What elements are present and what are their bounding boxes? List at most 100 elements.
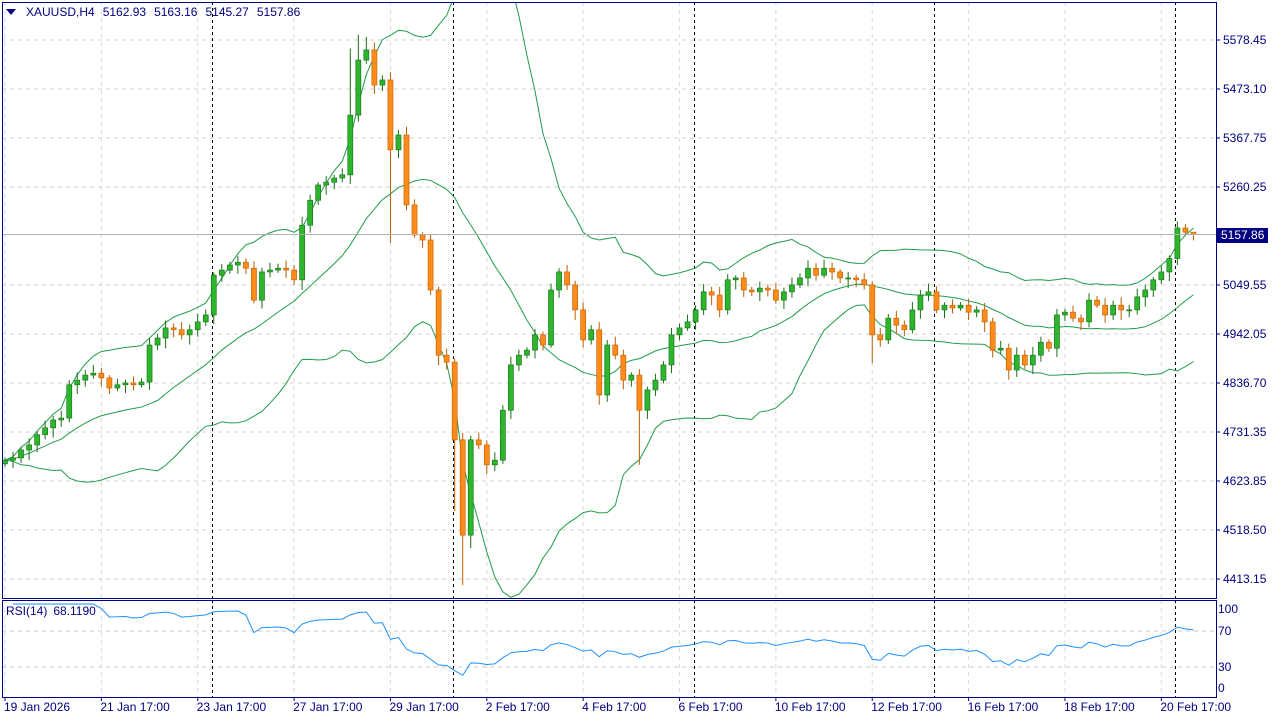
- price-axis-label: 4623.85: [1223, 474, 1267, 488]
- candle: [491, 452, 498, 472]
- candle-body: [267, 269, 273, 273]
- candle: [114, 378, 121, 392]
- candle-body: [154, 337, 161, 346]
- candle-body: [1038, 341, 1044, 356]
- candle-body: [773, 289, 779, 301]
- x-tick-label: 29 Jan 17:00: [389, 700, 459, 714]
- candle: [620, 349, 627, 390]
- x-tick-label: 12 Feb 17:00: [871, 700, 942, 714]
- candle: [556, 268, 562, 298]
- candle: [34, 431, 40, 453]
- candle: [1150, 277, 1157, 297]
- candle: [941, 302, 948, 319]
- candle-body: [435, 289, 442, 356]
- candle: [901, 320, 908, 337]
- candle-body: [532, 334, 538, 351]
- candle-body: [781, 291, 787, 301]
- candle-body: [186, 329, 193, 336]
- candle-body: [387, 79, 394, 151]
- candle-body: [933, 291, 940, 311]
- candle-body: [1070, 311, 1076, 319]
- x-tick-label: 19 Jan 2026: [4, 700, 71, 714]
- price-axis-label: 5367.75: [1223, 131, 1267, 145]
- price-axis-label: 5473.10: [1223, 82, 1267, 96]
- rsi-name: RSI(14): [6, 604, 48, 618]
- candle-body: [194, 321, 201, 331]
- candle-body: [973, 309, 980, 313]
- candle-body: [588, 329, 595, 341]
- candle: [387, 72, 394, 243]
- candle-body: [114, 384, 121, 389]
- candle: [339, 168, 346, 183]
- candle-body: [845, 277, 852, 280]
- candle-body: [941, 304, 948, 311]
- candle: [917, 289, 924, 319]
- candle-body: [925, 291, 932, 296]
- candle: [130, 376, 137, 391]
- candle-body: [508, 364, 514, 411]
- x-tick-label: 23 Jan 17:00: [196, 700, 267, 714]
- candle: [548, 283, 554, 348]
- candle: [604, 339, 611, 402]
- candle: [307, 194, 313, 233]
- rsi-value: 68.1190: [53, 604, 96, 618]
- candle: [644, 386, 651, 420]
- candle-body: [644, 389, 651, 411]
- price-axis-label: 5260.25: [1223, 180, 1267, 194]
- candle: [1046, 339, 1052, 352]
- candle-body: [50, 419, 57, 429]
- candle: [178, 321, 185, 340]
- rsi-plot: [13, 603, 1194, 676]
- ohlc-close: 5157.86: [256, 5, 301, 19]
- candle-body: [524, 349, 530, 356]
- candle-body: [853, 277, 860, 281]
- candle: [564, 265, 570, 290]
- candle-body: [572, 284, 578, 311]
- candle: [957, 302, 964, 311]
- candle: [989, 317, 996, 358]
- candle: [1142, 284, 1149, 307]
- candle: [459, 432, 466, 586]
- candle-body: [580, 309, 587, 341]
- candle-body: [1046, 341, 1052, 349]
- candle-body: [331, 177, 338, 183]
- candle: [845, 271, 852, 289]
- candle-body: [949, 304, 956, 309]
- candle-body: [1078, 317, 1084, 323]
- candle: [877, 327, 884, 347]
- candle-body: [628, 374, 635, 381]
- candle: [724, 274, 731, 315]
- rsi-line: [13, 603, 1194, 676]
- candle-body: [162, 327, 169, 339]
- candle-body: [243, 261, 249, 269]
- candle: [475, 432, 482, 450]
- candle: [194, 313, 201, 337]
- candle-body: [1013, 354, 1020, 371]
- candle-body: [1142, 289, 1149, 298]
- candle-body: [909, 309, 916, 331]
- candle: [74, 372, 81, 395]
- candle: [949, 299, 956, 314]
- candle-body: [419, 234, 426, 241]
- candle-body: [218, 269, 225, 276]
- candle: [660, 361, 667, 384]
- candle: [403, 126, 410, 211]
- bb-upper-line: [4, 2, 1194, 461]
- candle: [933, 286, 940, 314]
- candle: [508, 356, 514, 420]
- candle: [1110, 300, 1116, 321]
- candle-body: [805, 267, 811, 279]
- candle-body: [981, 309, 988, 323]
- candle: [138, 378, 145, 388]
- x-tick-label: 18 Feb 17:00: [1063, 700, 1135, 714]
- candle: [981, 302, 988, 333]
- candle-body: [202, 314, 209, 323]
- candle-body: [1118, 304, 1125, 311]
- candle-body: [178, 329, 185, 336]
- candle: [18, 446, 24, 463]
- candle-body: [403, 134, 410, 206]
- collapse-triangle-icon[interactable]: [6, 9, 16, 15]
- candle: [1174, 221, 1181, 265]
- candle-body: [138, 381, 145, 386]
